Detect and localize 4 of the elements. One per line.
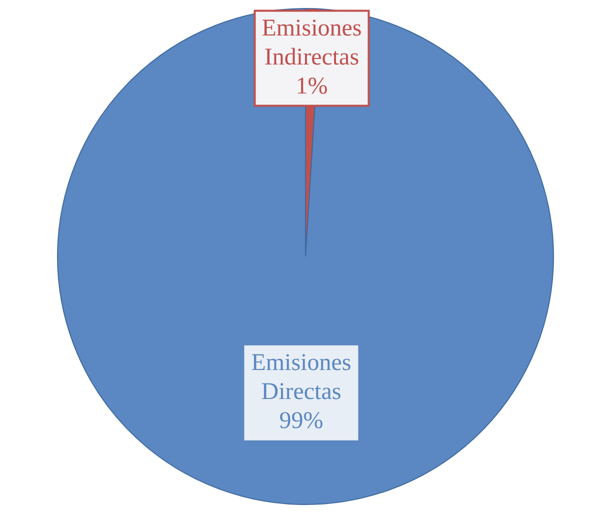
data-label: 1% bbox=[296, 73, 328, 100]
slice-label: Emisiones Indirectas bbox=[262, 15, 362, 70]
data-label: 99% bbox=[279, 408, 324, 434]
slice-label: Emisiones Directas bbox=[251, 350, 352, 406]
